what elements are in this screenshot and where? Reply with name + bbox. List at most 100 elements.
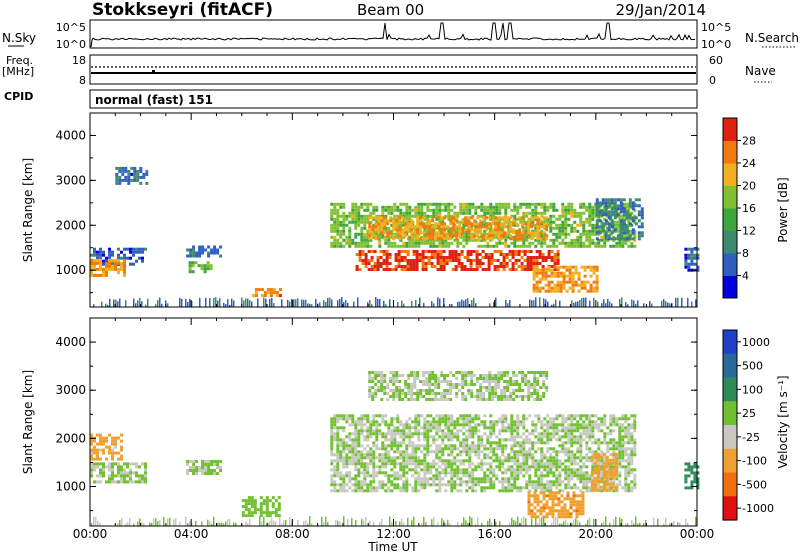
- heatmap-cell: [534, 206, 537, 209]
- heatmap-cell: [402, 465, 405, 468]
- heatmap-cell: [330, 209, 333, 212]
- heatmap-cell: [423, 468, 426, 471]
- heatmap-cell: [366, 450, 369, 453]
- heatmap-cell: [440, 222, 443, 225]
- heatmap-cell: [471, 477, 474, 480]
- heatmap-cell: [429, 465, 432, 468]
- heatmap-cell: [459, 468, 462, 471]
- heatmap-cell: [348, 233, 351, 236]
- heatmap-cell: [372, 465, 375, 468]
- heatmap-cell: [387, 212, 390, 215]
- heatmap-cell: [375, 429, 378, 432]
- heatmap-cell: [594, 423, 597, 426]
- heatmap-cell: [533, 272, 536, 275]
- heatmap-cell: [357, 423, 360, 426]
- heatmap-cell: [470, 377, 473, 380]
- heatmap-cell: [503, 395, 506, 398]
- heatmap-cell: [381, 471, 384, 474]
- heatmap-cell: [534, 429, 537, 432]
- heatmap-cell: [476, 377, 479, 380]
- heatmap-cell: [608, 222, 611, 225]
- heatmap-cell: [111, 449, 114, 452]
- heatmap-cell: [417, 417, 420, 420]
- heatmap-cell: [426, 450, 429, 453]
- heatmap-cell: [348, 239, 351, 242]
- heatmap-cell: [330, 462, 333, 465]
- heatmap-cell: [464, 371, 467, 374]
- heatmap-cell: [201, 460, 204, 463]
- heatmap-cell: [444, 209, 447, 212]
- heatmap-cell: [479, 265, 482, 268]
- heatmap-cell: [545, 275, 548, 278]
- heatmap-cell: [351, 438, 354, 441]
- heatmap-cell: [503, 259, 506, 262]
- heatmap-cell: [465, 414, 468, 417]
- heatmap-cell: [428, 386, 431, 389]
- heatmap-cell: [399, 465, 402, 468]
- heatmap-cell: [111, 462, 114, 465]
- heatmap-cell: [480, 444, 483, 447]
- heatmap-cell: [434, 265, 437, 268]
- heatmap-cell: [408, 206, 411, 209]
- heatmap-cell: [363, 245, 366, 248]
- heatmap-cell: [545, 290, 548, 293]
- heatmap-cell: [405, 423, 408, 426]
- heatmap-cell: [576, 245, 579, 248]
- heatmap-cell: [417, 245, 420, 248]
- heatmap-cell: [363, 242, 366, 245]
- heatmap-cell: [567, 441, 570, 444]
- heatmap-cell: [531, 441, 534, 444]
- heatmap-cell: [486, 242, 489, 245]
- heatmap-cell: [396, 456, 399, 459]
- heatmap-cell: [432, 245, 435, 248]
- heatmap-cell: [509, 300, 511, 307]
- heatmap-cell: [543, 423, 546, 426]
- heatmap-cell: [476, 231, 479, 234]
- heatmap-cell: [549, 230, 552, 233]
- heatmap-cell: [519, 206, 522, 209]
- heatmap-cell: [127, 170, 130, 173]
- heatmap-cell: [405, 242, 408, 245]
- heatmap-cell: [519, 489, 522, 492]
- heatmap-cell: [530, 237, 533, 240]
- heatmap-cell: [576, 420, 579, 423]
- heatmap-cell: [186, 255, 189, 258]
- heatmap-cell: [387, 206, 390, 209]
- heatmap-cell: [576, 438, 579, 441]
- heatmap-cell: [501, 420, 504, 423]
- heatmap-cell: [377, 259, 380, 262]
- heatmap-cell: [416, 228, 419, 231]
- heatmap-cell: [611, 225, 614, 228]
- heatmap-cell: [414, 468, 417, 471]
- heatmap-cell: [357, 444, 360, 447]
- heatmap-cell: [570, 468, 573, 471]
- heatmap-cell: [369, 462, 372, 465]
- heatmap-cell: [426, 438, 429, 441]
- heatmap-cell: [440, 250, 443, 253]
- heatmap-cell: [387, 423, 390, 426]
- heatmap-cell: [467, 231, 470, 234]
- heatmap-cell: [552, 483, 555, 486]
- heatmap-cell: [518, 383, 521, 386]
- heatmap-cell: [624, 489, 627, 492]
- heatmap-cell: [497, 383, 500, 386]
- heatmap-cell: [450, 483, 453, 486]
- heatmap-cell: [497, 268, 500, 271]
- heatmap-cell: [471, 435, 474, 438]
- heatmap-cell: [417, 444, 420, 447]
- heatmap-cell: [641, 210, 644, 213]
- heatmap-cell: [473, 259, 476, 262]
- heatmap-cell: [555, 453, 558, 456]
- heatmap-cell: [426, 441, 429, 444]
- heatmap-cell: [591, 212, 594, 215]
- heatmap-cell: [111, 259, 114, 262]
- heatmap-cell: [426, 432, 429, 435]
- heatmap-cell: [443, 374, 446, 377]
- heatmap-cell: [357, 224, 360, 227]
- heatmap-cell: [120, 465, 123, 468]
- heatmap-cell: [495, 441, 498, 444]
- heatmap-cell: [573, 468, 576, 471]
- heatmap-cell: [485, 398, 488, 401]
- heatmap-cell: [369, 429, 372, 432]
- heatmap-cell: [558, 230, 561, 233]
